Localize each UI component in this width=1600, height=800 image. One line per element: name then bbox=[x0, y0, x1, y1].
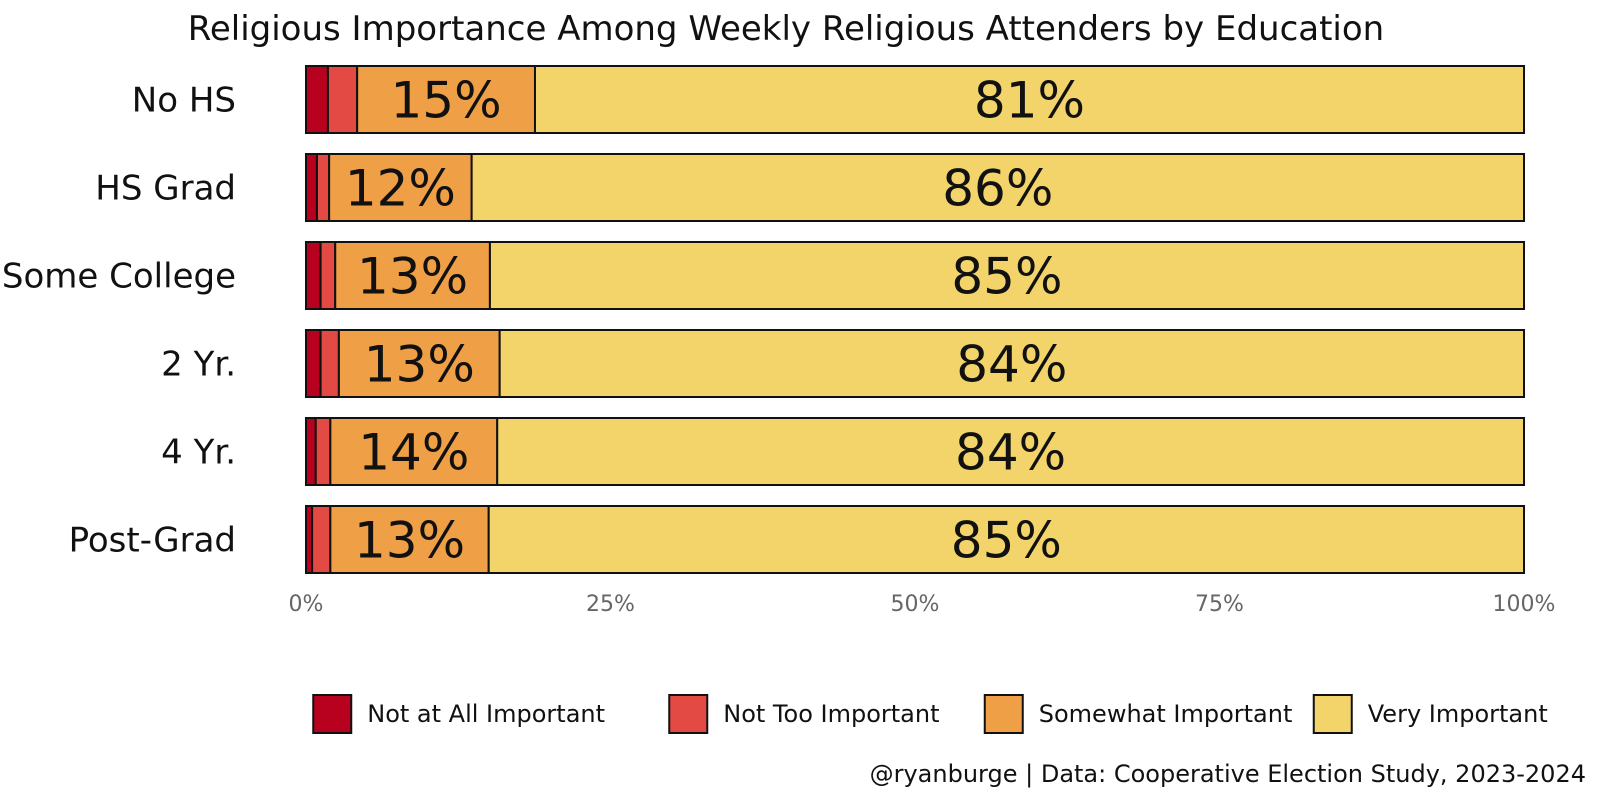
data-label-post-grad-very-important: 85% bbox=[951, 512, 1062, 570]
bar-no-hs-somewhat-important bbox=[356, 65, 536, 134]
caption: @ryanburge | Data: Cooperative Election … bbox=[870, 760, 1586, 788]
x-axis-ticks: 0% 25% 50% 75% 100% bbox=[289, 592, 1556, 617]
category-label-post-grad: Post-Grad bbox=[69, 521, 236, 561]
bar-2-yr-not-at-all-important bbox=[305, 329, 322, 398]
data-label-2-yr-very-important: 84% bbox=[956, 336, 1067, 394]
bar-2-yr-very-important bbox=[498, 329, 1525, 398]
legend-swatch-somewhat-important bbox=[983, 694, 1024, 734]
category-label-4-yr: 4 Yr. bbox=[161, 433, 236, 473]
bar-hs-grad-very-important bbox=[470, 153, 1526, 222]
bar-some-college-not-at-all-important bbox=[305, 241, 322, 310]
x-tick-label-4: 100% bbox=[1493, 592, 1556, 617]
bar-post-grad-not-too-important bbox=[311, 505, 332, 574]
category-label-hs-grad: HS Grad bbox=[95, 169, 236, 209]
bar-some-college-very-important bbox=[488, 241, 1526, 310]
legend-swatch-very-important bbox=[1312, 694, 1353, 734]
legend-swatch-not-at-all-important bbox=[312, 694, 353, 734]
data-label-hs-grad-very-important: 86% bbox=[942, 160, 1053, 218]
bar-4-yr-very-important bbox=[496, 417, 1526, 486]
bar-2-yr-not-too-important bbox=[319, 329, 340, 398]
bar-post-grad-very-important bbox=[487, 505, 1526, 574]
bar-hs-grad-somewhat-important bbox=[328, 153, 473, 222]
x-tick-label-3: 75% bbox=[1195, 592, 1244, 617]
data-label-post-grad-somewhat-important: 13% bbox=[354, 512, 465, 570]
legend-label-very-important: Very Important bbox=[1368, 700, 1548, 728]
data-label-4-yr-somewhat-important: 14% bbox=[358, 424, 469, 482]
bar-no-hs-not-too-important bbox=[326, 65, 359, 134]
category-label-2-yr: 2 Yr. bbox=[161, 345, 236, 385]
bar-some-college-somewhat-important bbox=[334, 241, 491, 310]
category-label-some-college: Some College bbox=[2, 257, 236, 297]
data-label-4-yr-very-important: 84% bbox=[955, 424, 1066, 482]
x-tick-label-2: 50% bbox=[891, 592, 940, 617]
data-labels: 15% 81% 12% 86% 13% 85% 13% 84% 14% 84% 13% 85% bbox=[345, 72, 1085, 570]
bar-4-yr-not-at-all-important bbox=[305, 417, 317, 486]
legend-label-not-too-important: Not Too Important bbox=[723, 700, 939, 728]
chart-title: Religious Importance Among Weekly Religi… bbox=[188, 9, 1384, 49]
legend: Not at All Important Not Too Important Som… bbox=[312, 694, 1548, 734]
bar-2-yr-somewhat-important bbox=[337, 329, 501, 398]
category-labels: No HS HS Grad Some College 2 Yr. 4 Yr. Post-G… bbox=[2, 81, 236, 561]
x-tick-label-0: 0% bbox=[289, 592, 324, 617]
category-label-no-hs: No HS bbox=[132, 81, 236, 121]
x-tick-label-1: 25% bbox=[586, 592, 635, 617]
bars-group bbox=[305, 65, 1526, 574]
data-label-hs-grad-somewhat-important: 12% bbox=[345, 160, 456, 218]
data-label-2-yr-somewhat-important: 13% bbox=[364, 336, 475, 394]
bar-hs-grad-not-at-all-important bbox=[305, 153, 318, 222]
bar-4-yr-not-too-important bbox=[314, 417, 332, 486]
bar-some-college-not-too-important bbox=[319, 241, 337, 310]
data-label-no-hs-very-important: 81% bbox=[974, 72, 1085, 130]
bar-no-hs-very-important bbox=[533, 65, 1525, 134]
legend-label-somewhat-important: Somewhat Important bbox=[1039, 700, 1293, 728]
data-label-some-college-somewhat-important: 13% bbox=[357, 248, 468, 306]
legend-swatch-not-too-important bbox=[668, 694, 709, 734]
legend-label-not-at-all-important: Not at All Important bbox=[367, 700, 605, 728]
data-label-no-hs-somewhat-important: 15% bbox=[390, 72, 501, 130]
bar-4-yr-somewhat-important bbox=[329, 417, 499, 486]
bar-no-hs-not-at-all-important bbox=[305, 65, 329, 134]
bar-hs-grad-not-too-important bbox=[315, 153, 331, 222]
data-label-some-college-very-important: 85% bbox=[951, 248, 1062, 306]
bar-post-grad-somewhat-important bbox=[329, 505, 490, 574]
